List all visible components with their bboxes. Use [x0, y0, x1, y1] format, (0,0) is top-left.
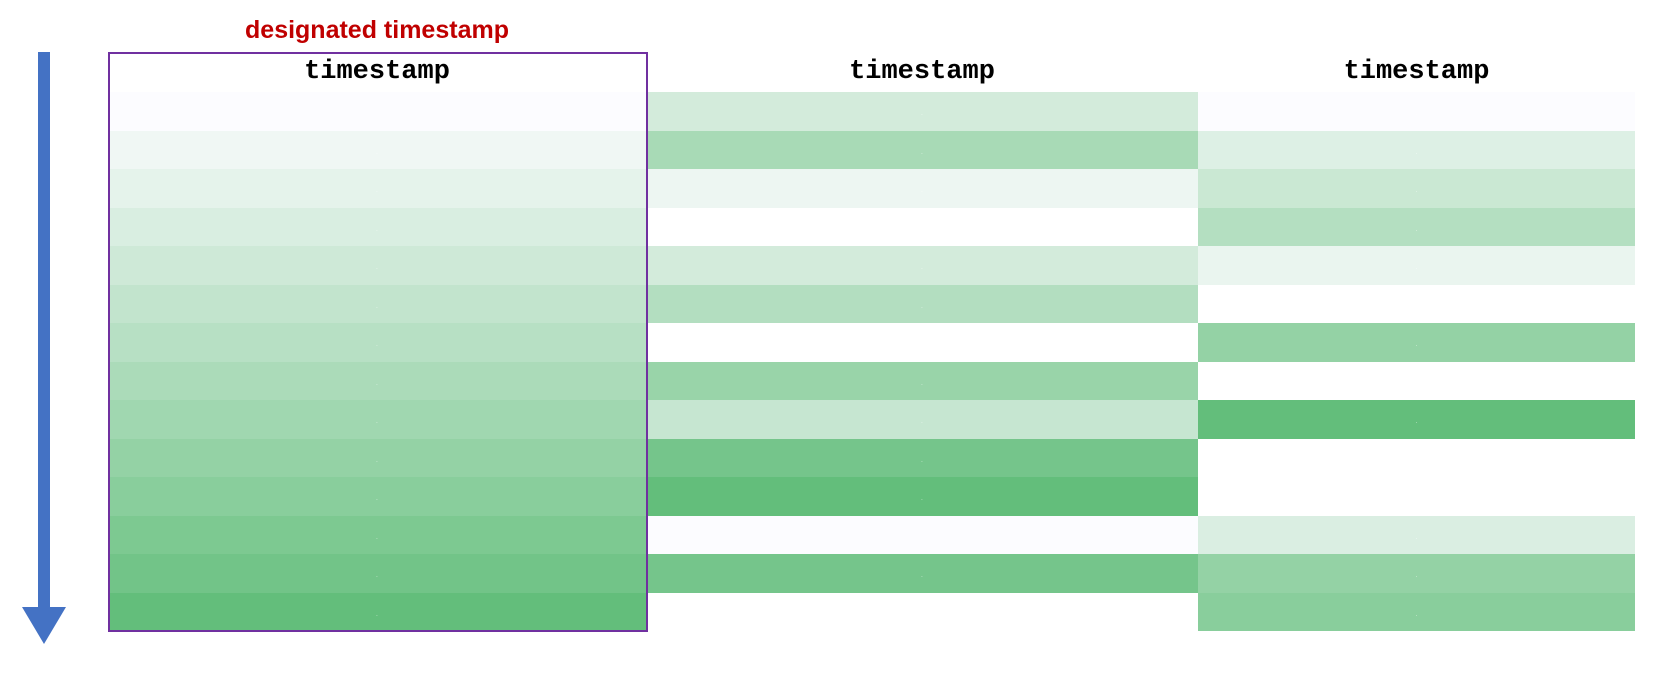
column-designated-timestamp: timestamp ..............	[108, 52, 646, 631]
timestamp-cell: .	[108, 361, 646, 400]
cell-value: .	[376, 380, 378, 387]
timestamp-cell: .	[108, 400, 646, 439]
cell-value: .	[921, 573, 923, 580]
timestamp-cell: .	[1198, 246, 1635, 285]
timestamp-cell: .	[646, 477, 1198, 516]
column-cells: ..............	[108, 92, 646, 631]
cell-value: .	[1415, 111, 1418, 118]
timestamp-cell: .	[108, 130, 646, 169]
timestamp-cell: .	[646, 246, 1198, 285]
timestamp-cell: .	[1198, 400, 1635, 439]
cell-value: .	[1415, 149, 1418, 156]
cell-value: .	[1415, 573, 1418, 580]
timestamp-cell: .	[108, 92, 646, 131]
timestamp-cell: .	[108, 246, 646, 285]
timestamp-cell: .	[108, 323, 646, 362]
timestamp-cell: .	[646, 169, 1198, 208]
cell-value: .	[376, 611, 378, 618]
timestamp-cell: .	[108, 284, 646, 323]
timestamp-cell: .	[1198, 323, 1635, 362]
cell-value: .	[1415, 534, 1418, 541]
cell-value: .	[1415, 188, 1418, 195]
timestamp-cell: .	[108, 477, 646, 516]
designated-timestamp-label: designated timestamp	[245, 16, 509, 44]
timestamp-cell: .	[646, 284, 1198, 323]
cell-value: .	[376, 573, 378, 580]
timestamp-cell: .	[646, 554, 1198, 593]
cell-value: .	[921, 457, 923, 464]
cell-value: .	[1415, 419, 1418, 426]
cell-value: .	[376, 265, 378, 272]
cell-value: .	[921, 188, 923, 195]
timestamp-cell	[646, 323, 1198, 362]
column-timestamp-2: timestamp ...........	[646, 52, 1198, 631]
timestamp-cell: .	[1198, 92, 1635, 131]
cell-value: .	[921, 111, 923, 118]
cell-value: .	[1415, 226, 1418, 233]
cell-value: .	[921, 380, 923, 387]
timestamp-cell: .	[1198, 169, 1635, 208]
cell-value: .	[921, 265, 923, 272]
cell-value: .	[376, 496, 378, 503]
cell-value: .	[921, 149, 923, 156]
timestamp-cell: .	[108, 438, 646, 477]
column-timestamp-3: timestamp ..........	[1198, 52, 1635, 631]
cell-value: .	[376, 226, 378, 233]
cell-value: .	[921, 419, 923, 426]
timestamp-cell: .	[1198, 592, 1635, 631]
cell-value: .	[376, 419, 378, 426]
timestamp-cell	[1198, 438, 1635, 477]
timestamp-cell	[646, 207, 1198, 246]
timestamp-cell: .	[1198, 130, 1635, 169]
timestamp-cell	[646, 592, 1198, 631]
timestamp-cell: .	[108, 592, 646, 631]
timestamp-cell: .	[108, 515, 646, 554]
cell-value: .	[921, 534, 923, 541]
timestamp-cell	[1198, 477, 1635, 516]
cell-value: .	[376, 188, 378, 195]
column-header: timestamp	[849, 57, 995, 87]
timestamp-cell: .	[1198, 207, 1635, 246]
cell-value: .	[376, 457, 378, 464]
cell-value: .	[376, 303, 378, 310]
timestamp-cell: .	[646, 438, 1198, 477]
column-header: timestamp	[304, 57, 450, 87]
timestamp-cell: .	[1198, 554, 1635, 593]
cell-value: .	[376, 149, 378, 156]
column-header: timestamp	[1343, 57, 1490, 87]
down-arrow-icon	[22, 52, 66, 644]
timestamp-cell	[1198, 284, 1635, 323]
column-cells: ..........	[1198, 92, 1635, 631]
timestamp-cell: .	[646, 361, 1198, 400]
cell-value: .	[376, 534, 378, 541]
cell-value: .	[921, 303, 923, 310]
column-cells: ...........	[646, 92, 1198, 631]
cell-value: .	[921, 496, 923, 503]
cell-value: .	[376, 111, 378, 118]
timestamp-cell	[1198, 361, 1635, 400]
timestamp-cell: .	[646, 400, 1198, 439]
timestamp-cell: .	[1198, 515, 1635, 554]
timestamp-cell: .	[646, 515, 1198, 554]
cell-value: .	[1415, 265, 1418, 272]
timestamp-cell: .	[108, 169, 646, 208]
timestamp-cell: .	[108, 554, 646, 593]
cell-value: .	[1415, 611, 1418, 618]
timestamp-cell: .	[108, 207, 646, 246]
cell-value: .	[376, 342, 378, 349]
timestamp-cell: .	[646, 130, 1198, 169]
cell-value: .	[1415, 342, 1418, 349]
timestamp-cell: .	[646, 92, 1198, 131]
